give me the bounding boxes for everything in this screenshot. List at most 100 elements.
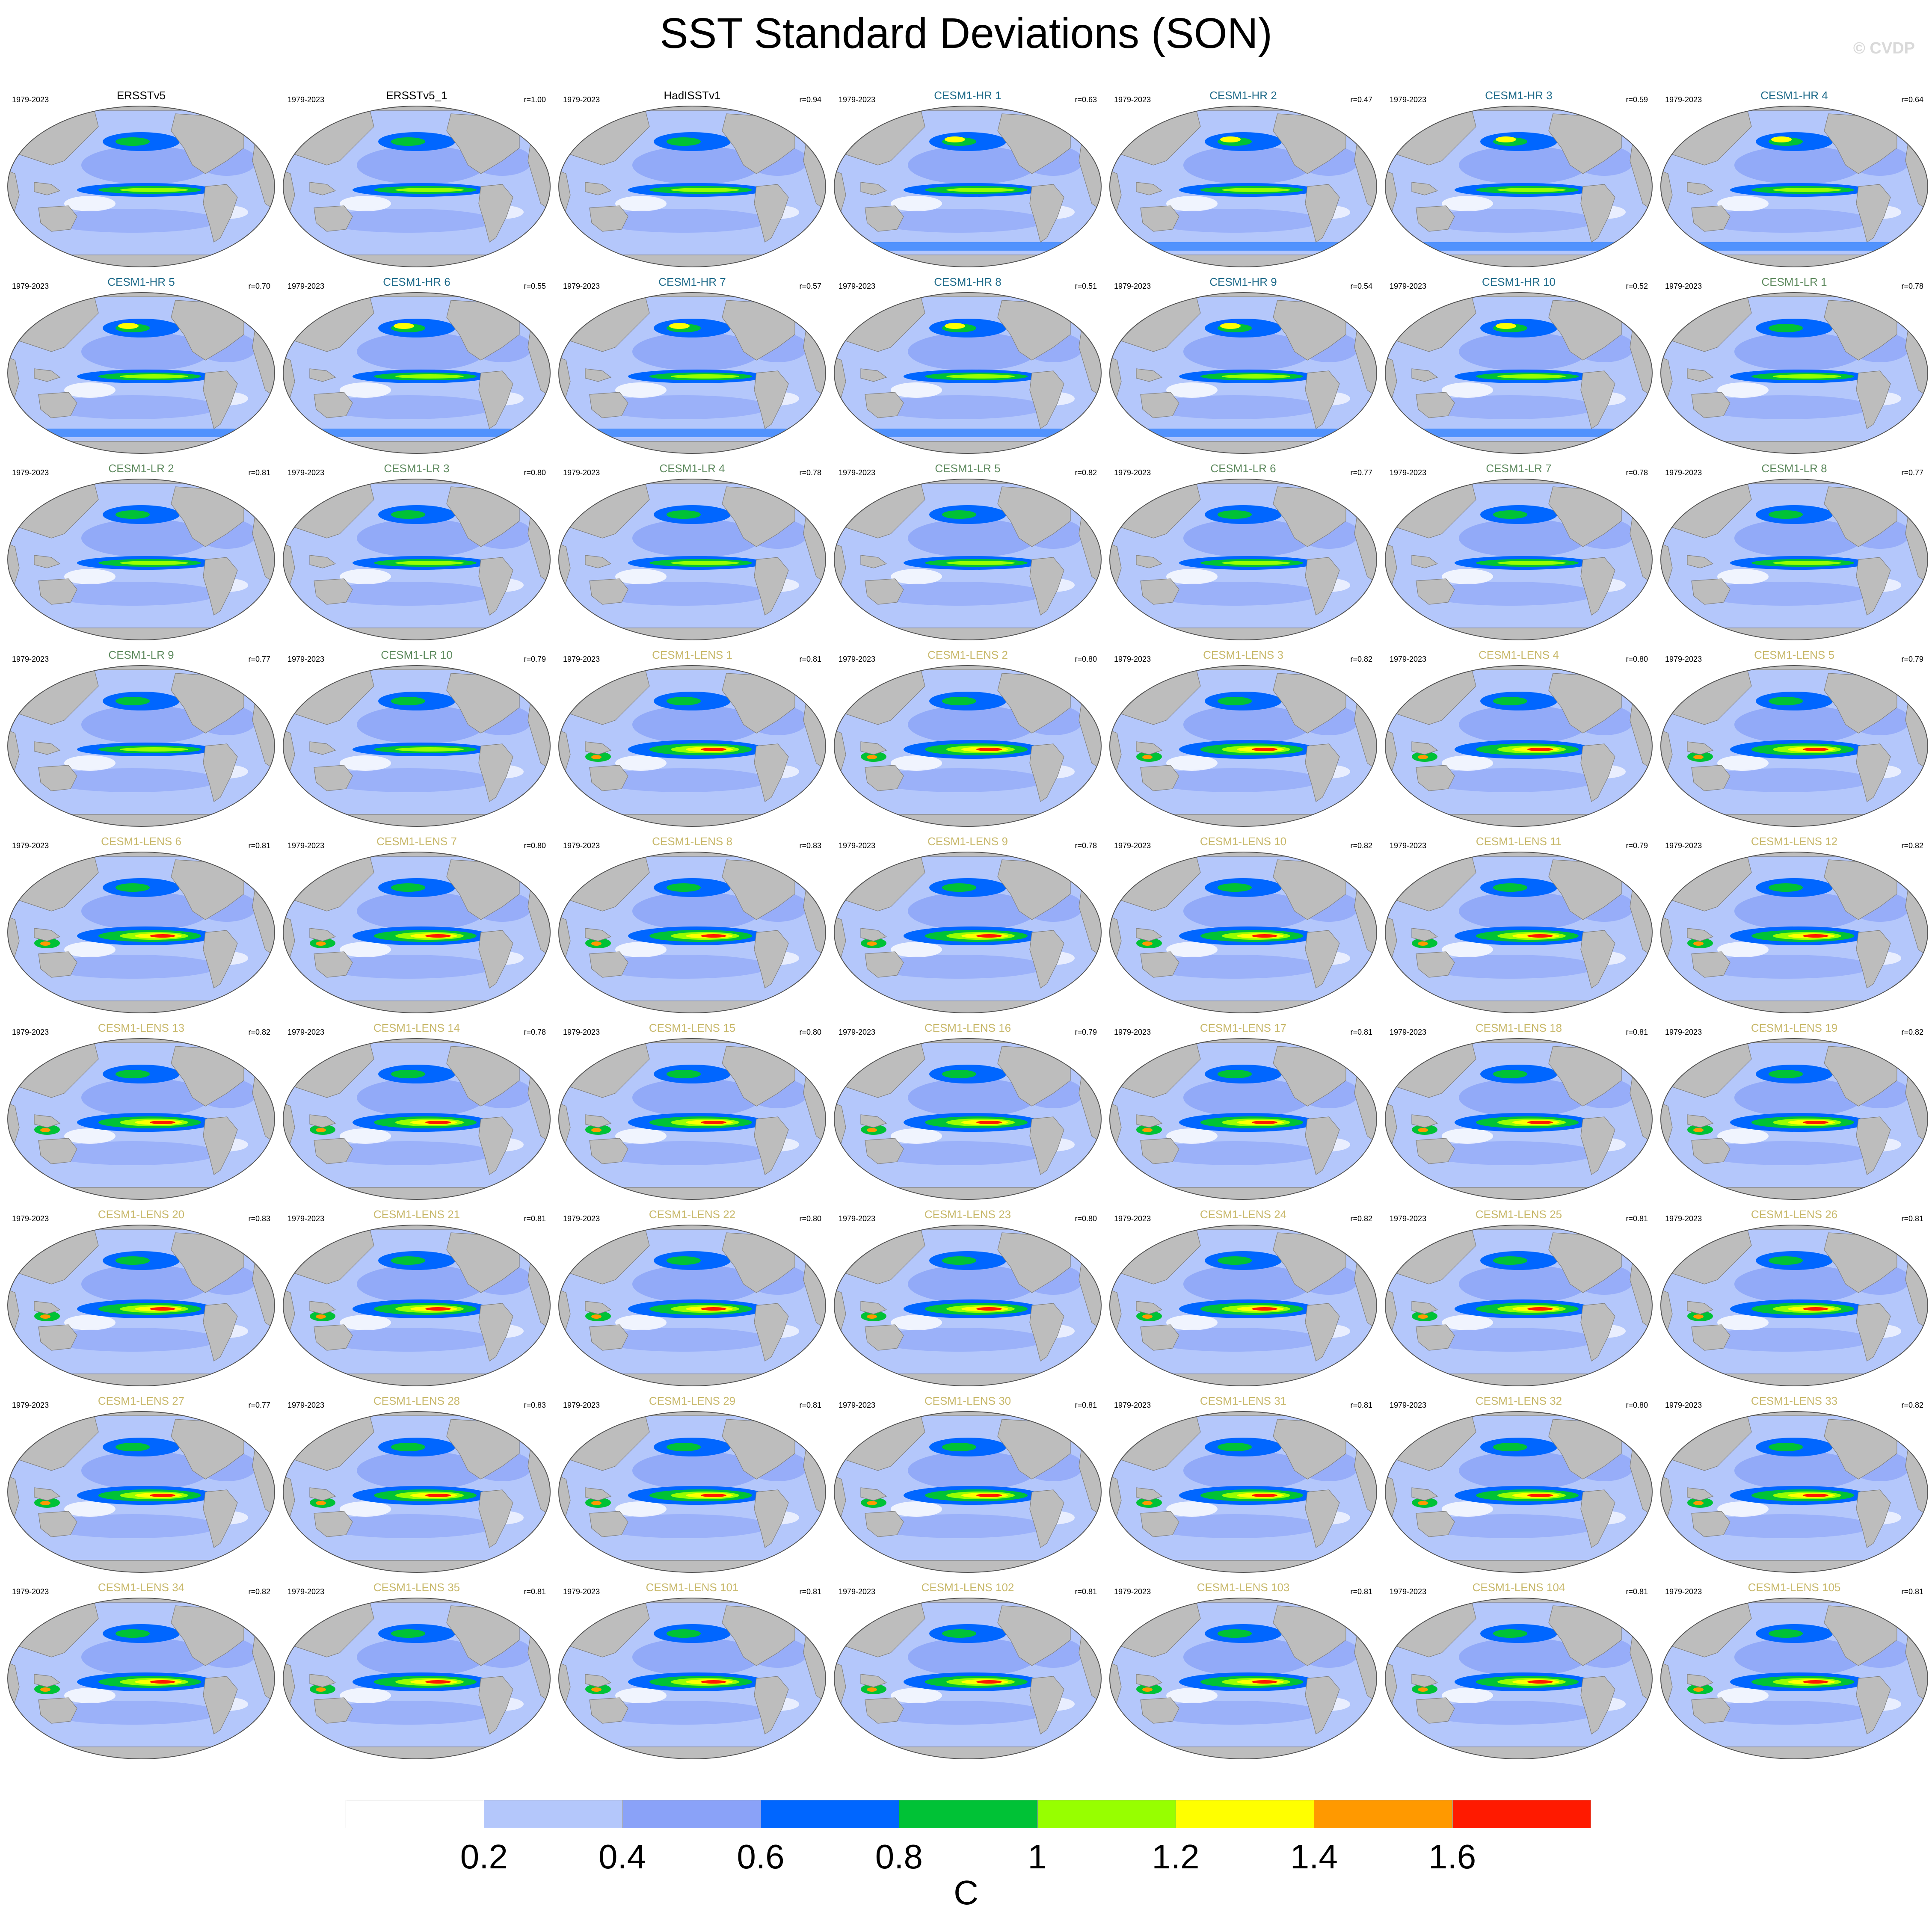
panel-title: CESM1-LENS 28 <box>373 1394 460 1407</box>
panel-title: ERSSTv5_1 <box>386 89 447 102</box>
world-map <box>834 479 1102 640</box>
colorbar-tick-label: 1.6 <box>1428 1838 1476 1876</box>
world-map <box>283 292 551 454</box>
map-panel: CESM1-LENS 25 1979-2023 r=0.81 <box>1382 1208 1656 1392</box>
panel-years: 1979-2023 <box>839 841 876 850</box>
map-panel: CESM1-LENS 15 1979-2023 r=0.80 <box>555 1021 829 1205</box>
world-map <box>834 1038 1102 1200</box>
panel-years: 1979-2023 <box>287 655 325 663</box>
panel-title: CESM1-LENS 2 <box>927 648 1008 661</box>
panel-pattern-correlation: r=0.52 <box>1626 282 1648 290</box>
panel-years: 1979-2023 <box>839 1214 876 1223</box>
panel-title: CESM1-LENS 26 <box>1751 1208 1838 1221</box>
world-map <box>7 1038 275 1200</box>
panel-pattern-correlation: r=0.81 <box>1350 1028 1372 1036</box>
map-panel: CESM1-LENS 31 1979-2023 r=0.81 <box>1106 1394 1380 1578</box>
panel-pattern-correlation: r=0.81 <box>248 841 270 850</box>
map-panel: CESM1-LENS 17 1979-2023 r=0.81 <box>1106 1021 1380 1205</box>
panel-pattern-correlation: r=0.70 <box>248 282 270 290</box>
world-map <box>834 106 1102 267</box>
map-panel: CESM1-HR 7 1979-2023 r=0.57 <box>555 275 829 459</box>
map-panel: CESM1-LENS 33 1979-2023 r=0.82 <box>1657 1394 1931 1578</box>
panel-title: CESM1-LENS 11 <box>1476 835 1562 848</box>
world-map <box>558 292 826 454</box>
map-panel: CESM1-HR 1 1979-2023 r=0.63 <box>831 89 1105 273</box>
panel-title: CESM1-LENS 14 <box>373 1021 460 1034</box>
panel-title: CESM1-HR 2 <box>1209 89 1277 102</box>
panel-title: CESM1-LR 1 <box>1761 275 1827 288</box>
panel-years: 1979-2023 <box>12 468 49 477</box>
world-map <box>7 852 275 1013</box>
world-map <box>558 1598 826 1759</box>
world-map <box>1660 292 1928 454</box>
panel-title: CESM1-LENS 24 <box>1200 1208 1287 1221</box>
panel-title: CESM1-LENS 9 <box>927 835 1008 848</box>
panel-years: 1979-2023 <box>1390 1401 1427 1409</box>
panel-years: 1979-2023 <box>563 1214 600 1223</box>
panel-years: 1979-2023 <box>1114 468 1151 477</box>
panel-pattern-correlation: r=0.54 <box>1350 282 1372 290</box>
map-panel: CESM1-LENS 4 1979-2023 r=0.80 <box>1382 648 1656 832</box>
map-panel: CESM1-LENS 21 1979-2023 r=0.81 <box>280 1208 554 1392</box>
map-panel: CESM1-LENS 11 1979-2023 r=0.79 <box>1382 835 1656 1019</box>
world-map <box>7 1598 275 1759</box>
world-map <box>1385 106 1653 267</box>
map-panel: HadISSTv1 1979-2023 r=0.94 <box>555 89 829 273</box>
panel-pattern-correlation: r=0.47 <box>1350 95 1372 104</box>
map-panel: CESM1-LR 10 1979-2023 r=0.79 <box>280 648 554 832</box>
panel-pattern-correlation: r=0.82 <box>1075 468 1097 477</box>
panel-years: 1979-2023 <box>563 95 600 104</box>
world-map <box>558 852 826 1013</box>
panel-title: CESM1-LENS 16 <box>924 1021 1011 1034</box>
panel-pattern-correlation: r=0.82 <box>248 1028 270 1036</box>
panel-title: CESM1-LENS 1 <box>652 648 732 661</box>
panel-years: 1979-2023 <box>1390 468 1427 477</box>
world-map <box>1660 1411 1928 1573</box>
panel-title: CESM1-LENS 17 <box>1200 1021 1287 1034</box>
map-panel: CESM1-LENS 105 1979-2023 r=0.81 <box>1657 1581 1931 1765</box>
panel-years: 1979-2023 <box>1114 1214 1151 1223</box>
colorbar-tick-label: 1 <box>1028 1838 1047 1876</box>
map-panel: CESM1-LENS 29 1979-2023 r=0.81 <box>555 1394 829 1578</box>
colorbar-swatch <box>1037 1800 1176 1828</box>
panel-years: 1979-2023 <box>839 1587 876 1596</box>
world-map <box>1660 665 1928 827</box>
panel-years: 1979-2023 <box>287 282 325 290</box>
panel-pattern-correlation: r=0.81 <box>799 655 821 663</box>
panel-years: 1979-2023 <box>1390 1214 1427 1223</box>
panel-years: 1979-2023 <box>1390 841 1427 850</box>
world-map <box>283 852 551 1013</box>
panel-title: CESM1-HR 9 <box>1209 275 1277 288</box>
panel-grid: ERSSTv5 1979-2023 ERSSTv5_1 1979-2023 r=1.00… <box>7 89 1931 1765</box>
map-panel: CESM1-LENS 23 1979-2023 r=0.80 <box>831 1208 1105 1392</box>
world-map <box>558 479 826 640</box>
panel-years: 1979-2023 <box>287 1028 325 1036</box>
panel-pattern-correlation: r=0.82 <box>1901 1401 1923 1409</box>
panel-pattern-correlation: r=0.79 <box>1075 1028 1097 1036</box>
map-panel: CESM1-LR 5 1979-2023 r=0.82 <box>831 462 1105 646</box>
panel-years: 1979-2023 <box>12 1401 49 1409</box>
panel-title: CESM1-LENS 6 <box>101 835 181 848</box>
map-panel: CESM1-LR 7 1979-2023 r=0.78 <box>1382 462 1656 646</box>
map-panel: CESM1-LENS 19 1979-2023 r=0.82 <box>1657 1021 1931 1205</box>
world-map <box>558 665 826 827</box>
panel-years: 1979-2023 <box>839 95 876 104</box>
colorbar-swatch <box>899 1800 1038 1828</box>
panel-years: 1979-2023 <box>839 1401 876 1409</box>
panel-years: 1979-2023 <box>1665 841 1702 850</box>
world-map <box>834 665 1102 827</box>
panel-years: 1979-2023 <box>12 1587 49 1596</box>
panel-title: CESM1-LENS 105 <box>1748 1581 1841 1594</box>
world-map <box>7 292 275 454</box>
panel-pattern-correlation: r=0.82 <box>1901 841 1923 850</box>
panel-title: CESM1-LENS 5 <box>1754 648 1834 661</box>
panel-title: CESM1-LENS 34 <box>98 1581 185 1594</box>
panel-pattern-correlation: r=0.78 <box>524 1028 546 1036</box>
panel-title: CESM1-LR 10 <box>381 648 453 661</box>
panel-pattern-correlation: r=0.82 <box>1350 1214 1372 1223</box>
panel-years: 1979-2023 <box>839 282 876 290</box>
world-map <box>834 852 1102 1013</box>
map-panel: CESM1-LENS 1 1979-2023 r=0.81 <box>555 648 829 832</box>
map-panel: CESM1-LENS 28 1979-2023 r=0.83 <box>280 1394 554 1578</box>
panel-years: 1979-2023 <box>1114 841 1151 850</box>
